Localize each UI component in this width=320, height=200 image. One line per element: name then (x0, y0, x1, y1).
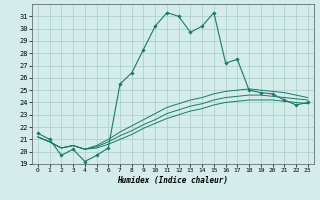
X-axis label: Humidex (Indice chaleur): Humidex (Indice chaleur) (117, 176, 228, 185)
